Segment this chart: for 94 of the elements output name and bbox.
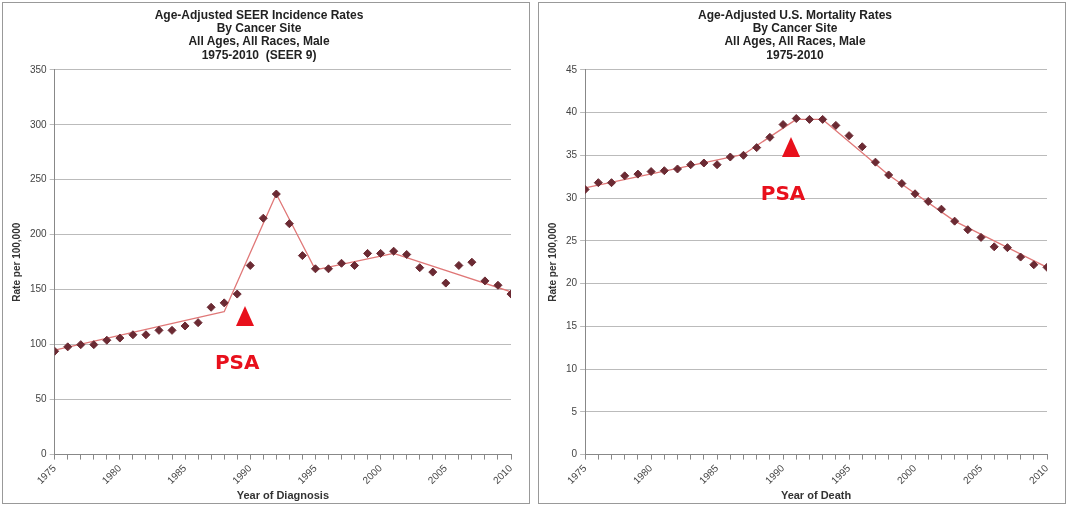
- point: [232, 289, 242, 299]
- point: [712, 160, 722, 170]
- point: [102, 335, 112, 345]
- point: [633, 169, 643, 179]
- y-tick-label: 45: [566, 63, 578, 75]
- point: [989, 242, 999, 252]
- point: [699, 158, 709, 168]
- chart-title: Age-Adjusted U.S. Mortality Rates By Cancer Site All Ages, All Races, Male 1975-2010: [697, 7, 893, 62]
- y-tick-label: 20: [566, 277, 578, 289]
- y-axis-title: Rate per 100,000: [10, 222, 22, 302]
- point: [1016, 252, 1026, 262]
- y-tick-label: 350: [30, 63, 48, 75]
- point: [778, 120, 788, 130]
- point: [428, 267, 438, 277]
- point: [128, 330, 138, 340]
- point: [976, 232, 986, 242]
- y-tick-label: 50: [35, 393, 48, 405]
- y-tick-label: 100: [30, 338, 48, 350]
- point: [593, 178, 603, 188]
- y-tick-label: 5: [571, 405, 578, 417]
- point: [310, 264, 320, 274]
- point: [271, 189, 281, 199]
- point: [141, 330, 151, 340]
- point: [844, 131, 854, 141]
- point: [376, 248, 386, 258]
- y-tick-label: 10: [566, 362, 578, 374]
- y-axis-title: Rate per 100,000: [546, 222, 558, 302]
- y-tick-label: 300: [30, 118, 48, 130]
- point: [936, 204, 946, 214]
- point: [673, 164, 682, 174]
- point: [350, 260, 360, 270]
- point: [115, 333, 125, 343]
- point: [950, 216, 960, 226]
- point: [441, 278, 451, 288]
- point: [337, 258, 347, 268]
- annotation: PSA: [214, 350, 260, 375]
- point: [219, 298, 229, 308]
- y-tick-label: 0: [571, 448, 578, 460]
- point: [206, 302, 216, 312]
- point: [389, 246, 399, 256]
- y-tick-label: 150: [30, 283, 48, 295]
- x-axis-title: Year of Death: [780, 489, 852, 502]
- point: [897, 179, 907, 189]
- point: [323, 264, 333, 274]
- point: [963, 225, 973, 235]
- point: [752, 143, 762, 153]
- point: [659, 166, 669, 176]
- chart-title: Age-Adjusted SEER Incidence Rates By Cancer Site All Ages, All Races, Male 1975-2010 (SEER 9): [154, 7, 364, 62]
- point: [193, 318, 203, 328]
- y-tick-label: 25: [566, 234, 578, 246]
- y-tick-label: 15: [566, 320, 578, 332]
- y-tick-label: 35: [566, 149, 578, 161]
- point: [180, 321, 190, 331]
- point: [1002, 243, 1012, 253]
- point: [297, 251, 307, 261]
- point: [154, 325, 164, 335]
- point: [258, 213, 268, 223]
- y-tick-label: 40: [566, 106, 578, 118]
- point: [923, 196, 933, 206]
- point: [89, 340, 99, 350]
- point: [480, 276, 490, 286]
- point: [646, 167, 656, 177]
- point: [765, 132, 775, 142]
- point: [857, 142, 867, 152]
- point: [402, 250, 412, 259]
- y-tick-label: 250: [30, 173, 48, 185]
- point: [620, 171, 630, 181]
- annotation: PSA: [760, 180, 806, 205]
- point: [884, 170, 894, 180]
- point: [686, 160, 696, 170]
- y-tick-label: 0: [41, 448, 48, 460]
- point: [831, 120, 841, 130]
- point: [725, 152, 735, 162]
- point: [791, 114, 801, 124]
- point: [167, 325, 177, 335]
- point: [363, 248, 373, 258]
- point: [76, 340, 86, 350]
- point: [415, 263, 425, 273]
- point: [245, 260, 255, 270]
- point: [1029, 260, 1039, 270]
- y-tick-label: 30: [566, 191, 578, 203]
- point: [467, 257, 477, 267]
- point: [870, 157, 880, 167]
- point: [738, 150, 748, 160]
- point: [804, 114, 814, 124]
- y-tick-label: 200: [30, 228, 48, 240]
- point: [910, 189, 920, 199]
- point: [284, 219, 294, 229]
- point: [63, 342, 73, 352]
- point: [607, 178, 617, 188]
- point: [818, 114, 828, 124]
- point: [454, 260, 464, 270]
- x-axis-title: Year of Diagnosis: [236, 489, 329, 502]
- point: [493, 280, 503, 290]
